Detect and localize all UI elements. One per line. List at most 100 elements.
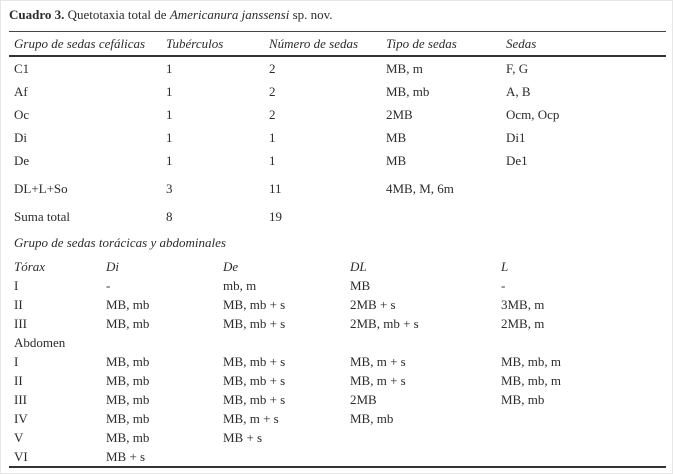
table-cell: 1 <box>166 153 173 168</box>
table-cell: MB, mb, m <box>501 354 561 369</box>
table-cell: 2 <box>269 84 276 99</box>
table-row: Af 1 2 MB, mb A, B <box>9 80 666 103</box>
table-cell: MB, mb <box>106 354 150 369</box>
table-cell <box>223 333 350 352</box>
column-header: DL <box>350 259 367 274</box>
table-cell: 1 <box>269 153 276 168</box>
table-cell: MB <box>386 153 407 168</box>
table-cell <box>501 428 666 447</box>
table-cell: A, B <box>506 84 531 99</box>
table-row: De 1 1 MB De1 <box>9 149 666 172</box>
table-row: III MB, mb MB, mb + s 2MB MB, mb <box>9 390 666 409</box>
table-cell: MB, mb <box>106 373 150 388</box>
table-cell: 1 <box>166 107 173 122</box>
table-row: Suma total 8 19 <box>9 205 666 228</box>
table-row: DL+L+So 3 11 4MB, M, 6m <box>9 177 666 200</box>
table-cell <box>386 205 506 228</box>
column-header: Tubérculos <box>166 36 224 51</box>
table-cell: mb, m <box>223 278 257 293</box>
row-label: Suma total <box>14 209 70 224</box>
table-row: I - mb, m MB - <box>9 276 666 295</box>
table-cell: 2MB + s <box>350 297 396 312</box>
table-cell: Di1 <box>506 130 526 145</box>
table-cell <box>506 205 666 228</box>
table-caption-suffix: sp. nov. <box>289 7 333 22</box>
column-header: Sedas <box>506 36 537 51</box>
table-cell: 19 <box>269 209 282 224</box>
table-row: III MB, mb MB, mb + s 2MB, mb + s 2MB, m <box>9 314 666 333</box>
table-cell: MB <box>386 130 407 145</box>
table-row: I MB, mb MB, mb + s MB, m + s MB, mb, m <box>9 352 666 371</box>
table-row: IV MB, mb MB, m + s MB, mb <box>9 409 666 428</box>
column-header: Tórax <box>14 259 46 274</box>
row-label: VI <box>14 449 28 464</box>
row-label: Abdomen <box>14 335 66 350</box>
table-cell: 2MB <box>350 392 377 407</box>
row-label: I <box>14 278 19 293</box>
table-cell: F, G <box>506 61 529 76</box>
table-cell: 1 <box>166 130 173 145</box>
table-cell: 1 <box>166 84 173 99</box>
table-cell <box>350 428 501 447</box>
column-header: Tipo de sedas <box>386 36 457 51</box>
row-label: IV <box>14 411 28 426</box>
table-cell: MB, mb, m <box>501 373 561 388</box>
table-cell: MB, m <box>386 61 423 76</box>
table-cell: 3 <box>166 181 173 196</box>
table-cell: 1 <box>269 130 276 145</box>
table-row: V MB, mb MB + s <box>9 428 666 447</box>
row-label: III <box>14 316 27 331</box>
column-header: L <box>501 259 509 274</box>
table-cell: 1 <box>166 61 173 76</box>
table-cell: 2MB, m <box>501 316 545 331</box>
table-row: II MB, mb MB, mb + s 2MB + s 3MB, m <box>9 295 666 314</box>
table-cell: MB, mb + s <box>223 316 286 331</box>
table-cell: - <box>501 278 506 293</box>
table-cell: MB, m + s <box>350 373 406 388</box>
table-cell: Ocm, Ocp <box>506 107 560 122</box>
table-cell <box>506 177 666 200</box>
table-row: C1 1 2 MB, m F, G <box>9 57 666 80</box>
table-cell: 3MB, m <box>501 297 545 312</box>
table-cell <box>350 333 501 352</box>
section-title-thoracic-abdominal: Grupo de sedas torácicas y abdominales <box>14 235 226 250</box>
table-cell: MB, mb <box>106 430 150 445</box>
table-cell: MB, mb + s <box>223 354 286 369</box>
table-cell: MB, m + s <box>350 354 406 369</box>
table-cell: 2MB <box>386 107 413 122</box>
column-header: Grupo de sedas cefálicas <box>14 36 146 51</box>
table-cell: MB, mb <box>106 297 150 312</box>
column-header: Número de sedas <box>269 36 359 51</box>
row-label: Di <box>14 130 27 145</box>
table-caption-number: Cuadro 3. <box>9 7 65 22</box>
table-cell: MB + s <box>223 430 263 445</box>
table-cell: MB, mb <box>386 84 430 99</box>
table-cell: MB + s <box>106 449 146 464</box>
table-row: VI MB + s <box>9 447 666 466</box>
table-cell: - <box>106 278 111 293</box>
table-cell: 8 <box>166 209 173 224</box>
column-header: Di <box>106 259 119 274</box>
table-cell: 4MB, M, 6m <box>386 181 454 196</box>
table-caption: Cuadro 3. Quetotaxia total de Americanur… <box>9 7 664 23</box>
row-label: III <box>14 392 27 407</box>
table-cell <box>501 447 666 466</box>
table-cell: MB, mb + s <box>223 373 286 388</box>
thoracic-abdominal-table: Tórax Di De DL L I - mb, m MB - II MB, mb MB, mb + … <box>9 257 666 468</box>
species-name: Americanura janssensi <box>169 7 290 22</box>
row-label: V <box>14 430 24 445</box>
table-cell: 2 <box>269 107 276 122</box>
table-cell: MB, mb <box>501 392 545 407</box>
row-label: I <box>14 354 19 369</box>
row-label: C1 <box>14 61 30 76</box>
table-cell: MB, mb + s <box>223 297 286 312</box>
table-row: II MB, mb MB, mb + s MB, m + s MB, mb, m <box>9 371 666 390</box>
thoracic-table-body: I - mb, m MB - II MB, mb MB, mb + s 2MB + s 3MB, … <box>9 276 666 466</box>
table-cell: MB, mb <box>106 411 150 426</box>
row-label: De <box>14 153 30 168</box>
table-cell: De1 <box>506 153 528 168</box>
table-row: Di 1 1 MB Di1 <box>9 126 666 149</box>
table-row: Oc 1 2 2MB Ocm, Ocp <box>9 103 666 126</box>
column-header: De <box>223 259 239 274</box>
